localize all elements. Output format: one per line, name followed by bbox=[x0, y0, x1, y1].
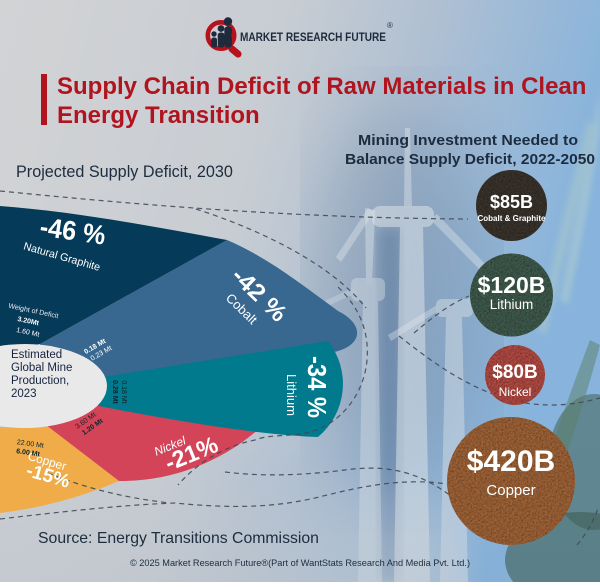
svg-text:Supply Chain Deficit of Raw Ma: Supply Chain Deficit of Raw Materials in… bbox=[57, 73, 586, 100]
svg-text:2023: 2023 bbox=[11, 388, 37, 400]
svg-text:$120B: $120B bbox=[478, 272, 546, 298]
svg-text:$420B: $420B bbox=[467, 445, 555, 478]
svg-text:Energy Transition: Energy Transition bbox=[57, 102, 260, 129]
svg-text:© 2025 Market Research Future®: © 2025 Market Research Future®(Part of W… bbox=[130, 558, 470, 568]
svg-text:Global Mine: Global Mine bbox=[11, 362, 72, 374]
svg-text:Production,: Production, bbox=[11, 375, 69, 387]
svg-text:22.00 Mt: 22.00 Mt bbox=[16, 439, 44, 450]
svg-text:Mining Investment Needed to: Mining Investment Needed to bbox=[358, 132, 578, 149]
svg-text:-34 %: -34 % bbox=[302, 356, 332, 418]
svg-text:Source: Energy Transitions Com: Source: Energy Transitions Commission bbox=[38, 530, 319, 547]
svg-text:6.00 Mt: 6.00 Mt bbox=[16, 448, 41, 458]
svg-text:Balance Supply Deficit, 2022-2: Balance Supply Deficit, 2022-2050 bbox=[345, 151, 595, 168]
svg-text:Copper: Copper bbox=[486, 482, 535, 499]
svg-text:Lithium: Lithium bbox=[490, 297, 534, 312]
svg-text:3.20Mt: 3.20Mt bbox=[17, 316, 40, 328]
svg-text:$80B: $80B bbox=[492, 362, 537, 383]
svg-text:0.28 Mt: 0.28 Mt bbox=[111, 380, 118, 404]
svg-text:MARKET RESEARCH FUTURE: MARKET RESEARCH FUTURE bbox=[240, 30, 386, 44]
svg-text:Estimated: Estimated bbox=[11, 349, 62, 361]
svg-text:0.18 Mt: 0.18 Mt bbox=[120, 380, 127, 403]
svg-text:®: ® bbox=[387, 21, 393, 30]
svg-text:Lithium: Lithium bbox=[284, 374, 299, 416]
svg-text:Projected Supply Deficit, 2030: Projected Supply Deficit, 2030 bbox=[16, 163, 233, 181]
svg-text:Nickel: Nickel bbox=[499, 385, 532, 399]
svg-text:$85B: $85B bbox=[490, 192, 533, 212]
svg-text:1.60 Mt: 1.60 Mt bbox=[16, 327, 40, 339]
svg-text:Cobalt & Graphite: Cobalt & Graphite bbox=[477, 214, 546, 223]
